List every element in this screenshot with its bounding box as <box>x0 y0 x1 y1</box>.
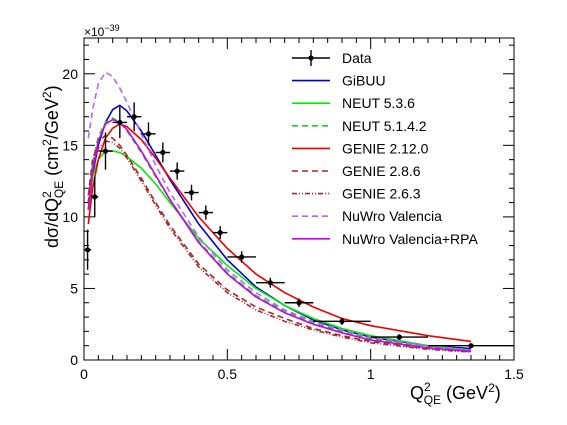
legend-label: Data <box>342 50 372 66</box>
data-marker <box>339 318 345 324</box>
x-axis-ticks: 0 0.5 1 1.5 <box>80 38 524 382</box>
data-marker <box>160 149 166 156</box>
data-marker <box>145 131 152 137</box>
y-tick-label: 5 <box>70 280 78 296</box>
legend-entry: NuWro Valencia+RPA <box>292 231 478 247</box>
legend-label: NEUT 5.3.6 <box>342 95 415 111</box>
series-7-line <box>87 118 472 353</box>
data-points <box>84 102 514 349</box>
data-point <box>112 106 127 139</box>
legend-label: NuWro Valencia <box>342 208 442 224</box>
legend-label: GENIE 2.6.3 <box>342 186 421 202</box>
x-tick-label: 1 <box>367 366 375 382</box>
data-point <box>256 277 285 288</box>
data-marker <box>84 247 91 253</box>
data-marker <box>203 209 209 216</box>
data-marker <box>217 230 223 236</box>
data-point <box>227 251 256 263</box>
y-tick-label: 20 <box>62 66 78 82</box>
x-tick-label: 1.5 <box>504 366 524 382</box>
series-6-line <box>87 71 472 351</box>
data-marker <box>296 300 302 306</box>
data-marker <box>92 194 98 200</box>
data-point <box>98 132 113 170</box>
legend-entry: GiBUU <box>292 73 386 89</box>
y-axis-label: dσ/dQ2QE (cm2/GeV2) <box>40 85 66 248</box>
data-marker <box>267 280 273 286</box>
legend-entry: GENIE 2.8.6 <box>292 163 421 179</box>
legend: Data GiBUU NEUT 5.3.6 NEUT 5.1.4.2 GENIE 2.1… <box>292 50 478 247</box>
legend-entry: NuWro Valencia <box>292 208 442 224</box>
y-axis-ticks: 0 5 10 15 20 <box>62 44 514 368</box>
legend-label: NEUT 5.1.4.2 <box>342 118 427 134</box>
data-marker <box>188 189 195 196</box>
legend-entry: NEUT 5.3.6 <box>292 95 415 111</box>
data-marker <box>396 334 402 340</box>
data-marker <box>468 343 474 349</box>
legend-entry: GENIE 2.12.0 <box>292 140 429 156</box>
data-point <box>198 205 213 220</box>
y-tick-label: 15 <box>62 137 78 153</box>
data-marker <box>117 119 123 126</box>
data-point <box>213 226 228 240</box>
legend-entry: Data <box>292 50 372 66</box>
data-point <box>184 184 199 201</box>
data-marker <box>174 168 180 174</box>
x-tick-label: 0 <box>80 366 88 382</box>
data-point <box>313 317 371 325</box>
y-tick-label: 10 <box>62 209 78 225</box>
data-point <box>84 229 92 270</box>
data-point <box>141 122 156 146</box>
legend-label: NuWro Valencia+RPA <box>342 231 478 247</box>
legend-marker <box>308 55 314 61</box>
data-point <box>284 298 314 308</box>
y-tick-label: 0 <box>70 352 78 368</box>
data-point <box>370 334 428 340</box>
x-tick-label: 0.5 <box>218 366 238 382</box>
legend-entry: GENIE 2.6.3 <box>292 186 421 202</box>
data-marker <box>239 254 245 260</box>
data-marker <box>131 114 137 120</box>
data-point <box>91 176 99 217</box>
x-axis-label: Q2 QE (GeV2) <box>410 380 501 407</box>
data-point <box>170 162 185 180</box>
legend-label: GiBUU <box>342 73 386 89</box>
data-marker <box>102 148 109 154</box>
legend-label: GENIE 2.12.0 <box>342 140 429 156</box>
y-multiplier: ×10−39 <box>84 23 120 39</box>
data-point <box>127 102 142 132</box>
data-point <box>155 142 170 163</box>
legend-entry: NEUT 5.1.4.2 <box>292 118 427 134</box>
legend-label: GENIE 2.8.6 <box>342 163 421 179</box>
data-point <box>428 343 514 349</box>
